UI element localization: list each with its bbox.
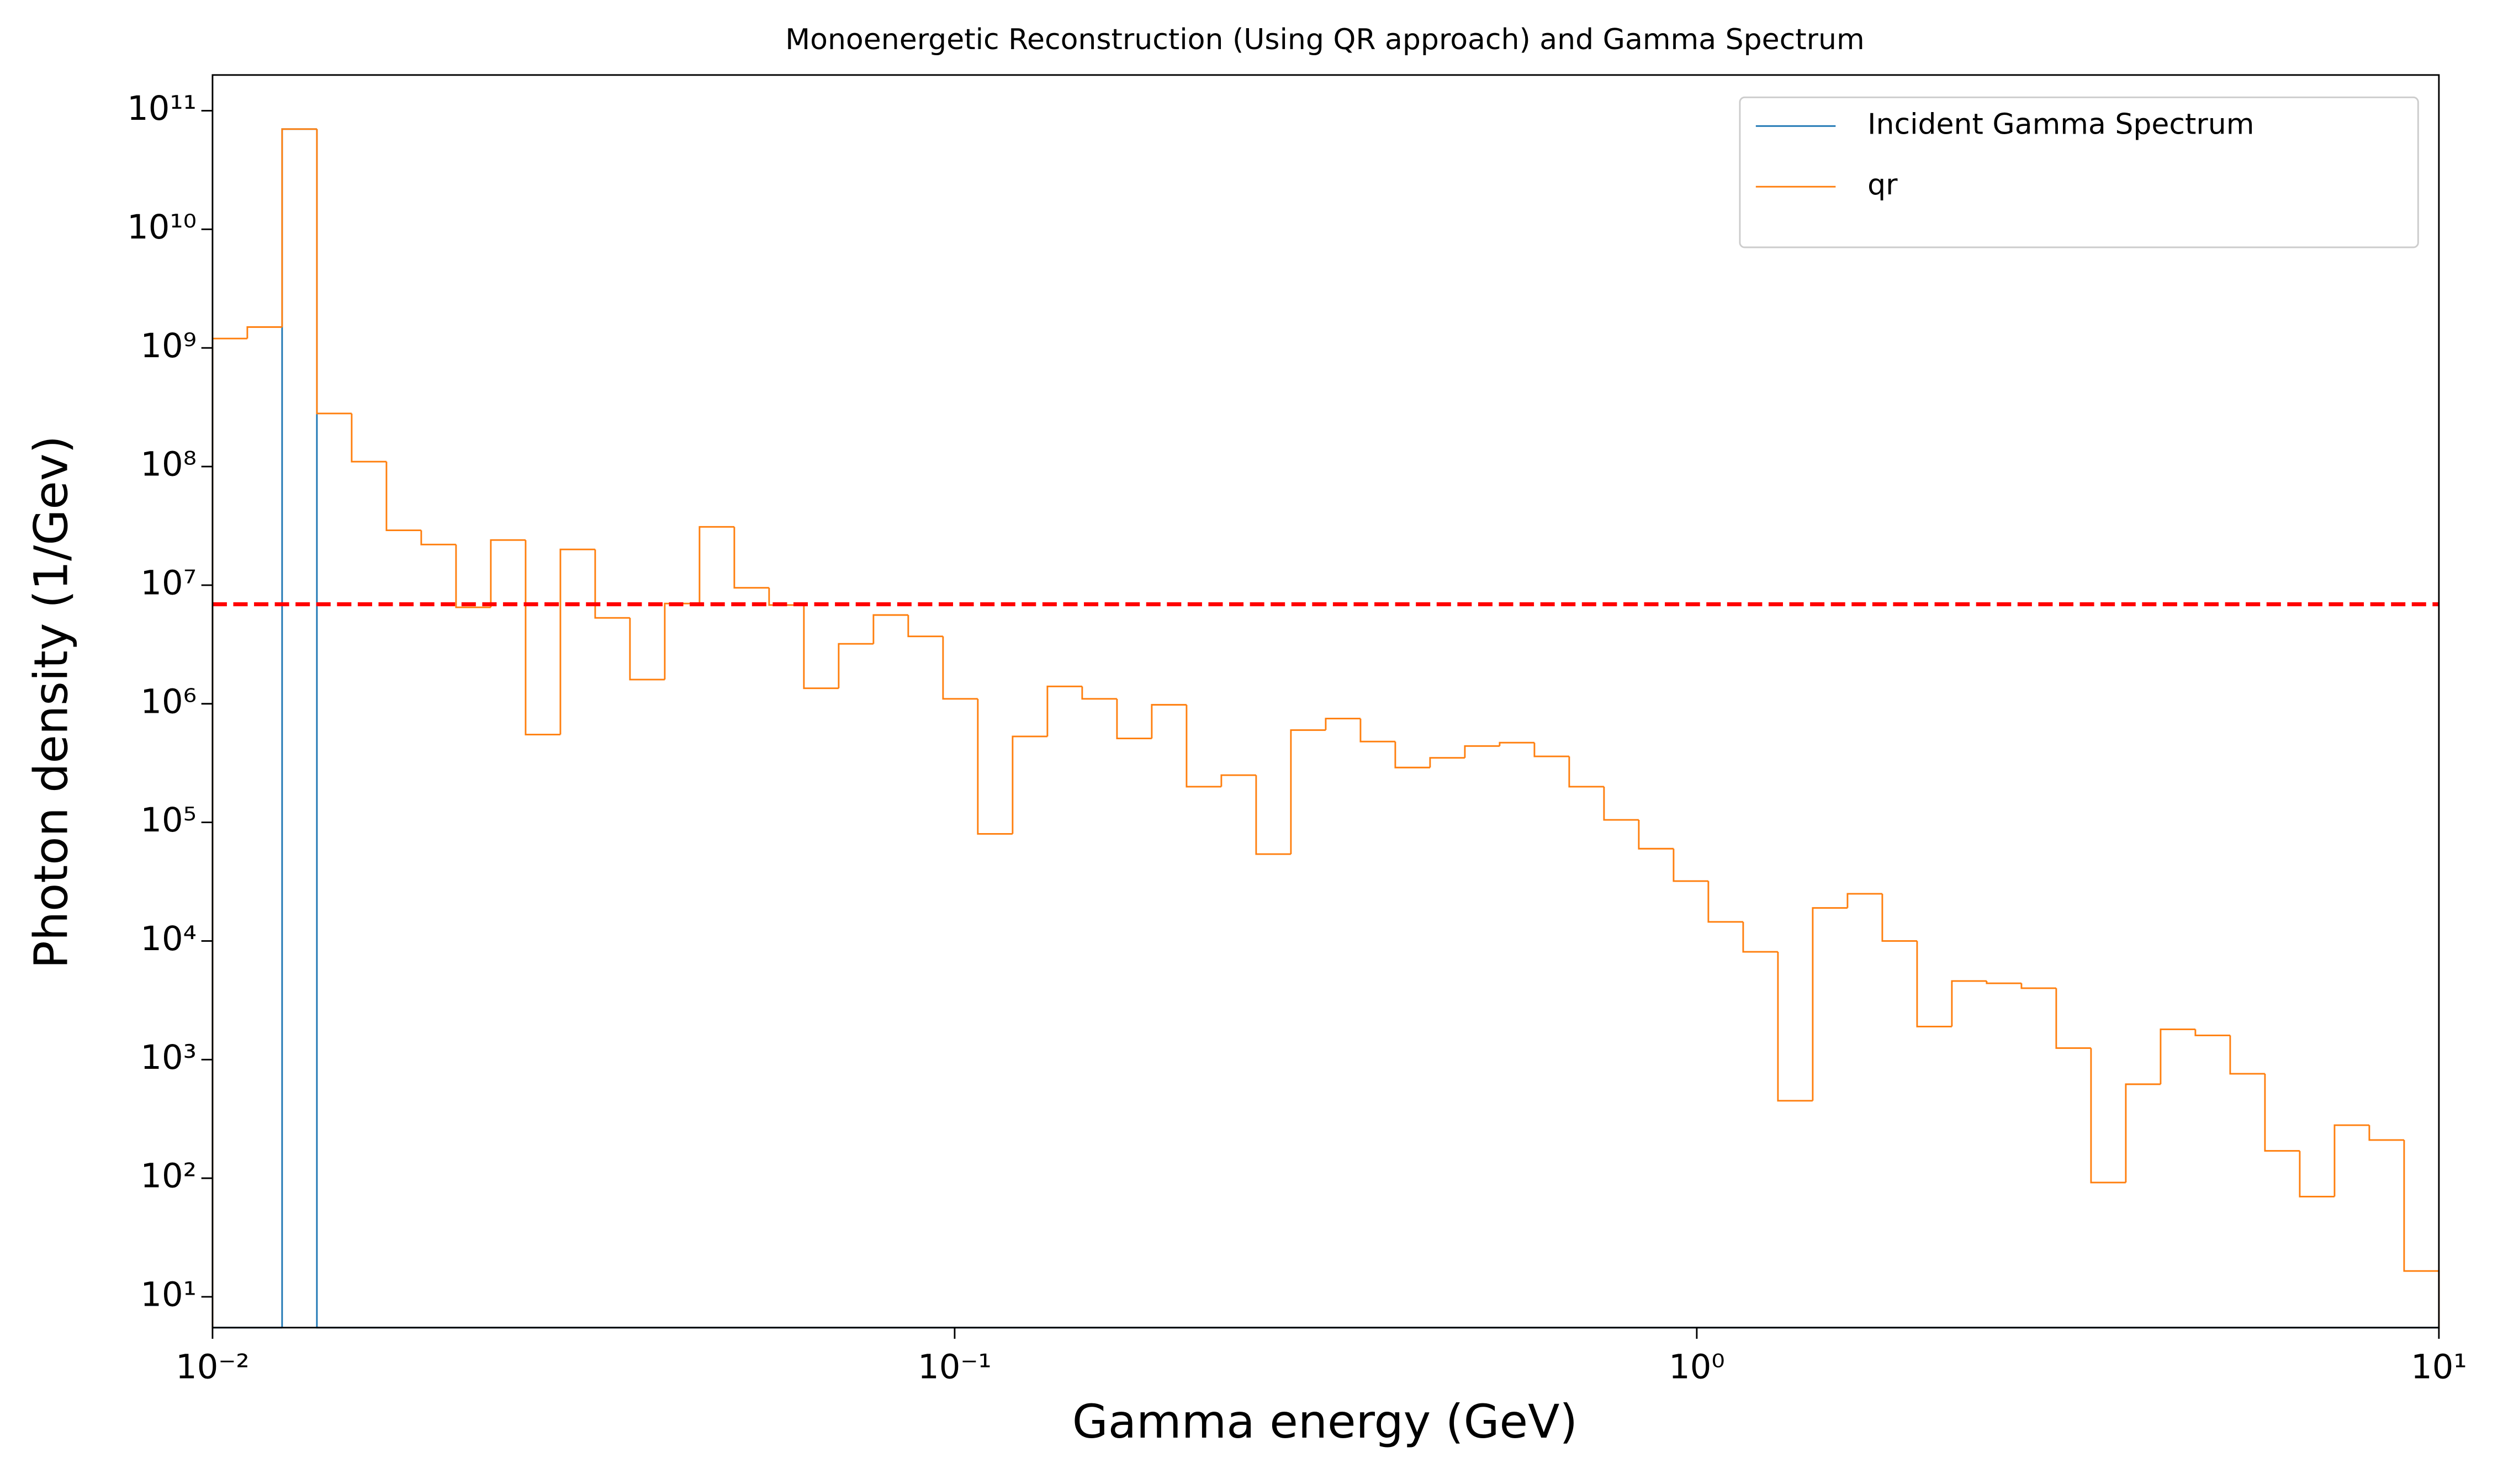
legend-label: Incident Gamma Spectrum: [1867, 108, 2254, 141]
chart-title: Monoenergetic Reconstruction (Using QR a…: [785, 23, 1864, 56]
histogram-step: [698, 526, 734, 604]
histogram-step: [1951, 980, 1987, 1027]
y-tick-label: 10⁹: [140, 327, 197, 365]
histogram-step: [1881, 893, 1917, 942]
histogram-step: [420, 530, 456, 545]
histogram-step: [594, 549, 630, 619]
y-axis-label: Photon density (1/Gev): [24, 436, 78, 969]
y-tick-label: 10¹⁰: [127, 208, 197, 247]
histogram-step: [559, 548, 595, 735]
histogram-step: [1116, 698, 1152, 740]
histogram-step: [1255, 775, 1291, 855]
histogram-step: [1046, 685, 1082, 736]
histogram-step: [1742, 921, 1778, 953]
histogram-step: [1186, 704, 1221, 788]
x-tick-label: 10⁻²: [176, 1348, 250, 1386]
legend-label: qr: [1867, 168, 1898, 202]
histogram-step: [629, 618, 665, 681]
histogram-step: [1220, 774, 1256, 787]
histogram-step: [2090, 1048, 2126, 1184]
histogram-step: [803, 605, 839, 690]
plot-frame: [211, 74, 2440, 1329]
histogram-step: [490, 539, 526, 608]
y-tick-label: 10⁵: [140, 801, 197, 840]
histogram-step: [1812, 907, 1848, 1101]
histogram-step: [385, 462, 421, 532]
histogram-step: [1707, 881, 1743, 923]
histogram-step: [1777, 952, 1813, 1102]
histogram-step: [1359, 718, 1395, 743]
histogram-step: [1464, 745, 1500, 758]
y-tick-label: 10⁷: [140, 564, 197, 602]
histogram-step: [1568, 756, 1604, 788]
histogram-step: [1846, 893, 1882, 908]
histogram-step: [351, 413, 387, 463]
x-tick-label: 10⁻¹: [918, 1348, 992, 1386]
histogram-step: [2125, 1083, 2161, 1183]
y-tick-label: 10²: [140, 1157, 197, 1196]
histogram-step: [281, 128, 317, 327]
histogram-step: [2194, 1029, 2230, 1036]
x-tick-label: 10⁰: [1669, 1348, 1725, 1386]
histogram-step: [1603, 786, 1639, 821]
histogram-step: [2020, 983, 2056, 989]
x-axis-label: Gamma energy (GeV): [1072, 1395, 1578, 1449]
histogram-step: [2055, 988, 2091, 1049]
y-tick-label: 10³: [140, 1038, 197, 1077]
histogram-step: [246, 326, 282, 339]
y-tick-label: 10¹¹: [127, 89, 197, 128]
histogram-step: [1151, 704, 1187, 739]
legend-box: [1739, 96, 2419, 248]
y-tick-label: 10⁸: [140, 446, 197, 484]
histogram-step: [2368, 1125, 2404, 1141]
histogram-step: [1429, 757, 1465, 768]
legend: Incident Gamma Spectrum qr: [1739, 96, 2419, 248]
histogram-step: [838, 643, 874, 688]
histogram-step: [1394, 741, 1430, 768]
histogram-step: [2229, 1035, 2265, 1075]
histogram-step: [907, 614, 943, 638]
y-tick-label: 10⁴: [140, 920, 197, 958]
histogram-step: [977, 698, 1013, 835]
histogram-step: [1533, 743, 1569, 757]
histogram-step: [455, 544, 491, 608]
histogram-step: [2333, 1124, 2369, 1197]
y-tick-label: 10⁶: [140, 682, 197, 721]
histogram-step: [2160, 1028, 2195, 1084]
histogram-step: [2299, 1151, 2335, 1197]
histogram-step: [2264, 1073, 2300, 1152]
histogram-step: [942, 636, 978, 700]
histogram-step: [733, 527, 769, 589]
histogram-step: [1638, 820, 1674, 850]
histogram-step: [1012, 735, 1047, 834]
histogram-step: [316, 129, 352, 415]
histogram-step: [1325, 718, 1361, 730]
x-tick-label: 10¹: [2411, 1348, 2467, 1386]
y-tick-label: 10¹: [140, 1276, 197, 1315]
histogram-step: [1290, 729, 1326, 855]
histogram-step: [1081, 686, 1117, 700]
histogram-step: [1916, 941, 1952, 1027]
histogram-step: [1986, 981, 2022, 984]
histogram-step: [768, 587, 804, 606]
histogram-step: [1499, 741, 1534, 746]
histogram-step: [872, 614, 908, 644]
histogram-step: [664, 602, 700, 680]
histogram-step: [1673, 849, 1708, 882]
